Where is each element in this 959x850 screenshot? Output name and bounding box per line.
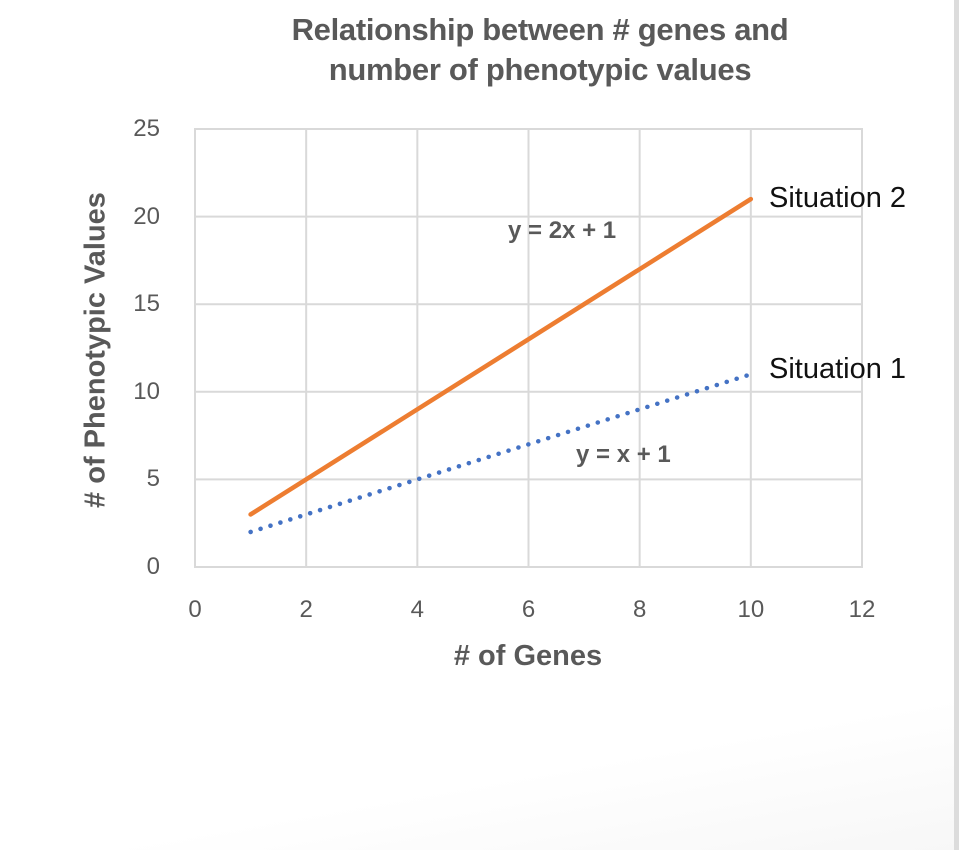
x-tick-label: 0 xyxy=(188,596,202,623)
situation-2-equation: y = 2x + 1 xyxy=(508,217,617,244)
chart-title-line-2: number of phenotypic values xyxy=(328,52,752,87)
y-tick-label: 20 xyxy=(133,202,160,230)
chart-title: Relationship between # genes and number … xyxy=(200,10,880,90)
x-tick-label: 6 xyxy=(521,596,536,623)
plot-border xyxy=(194,128,863,568)
y-tick-label: 0 xyxy=(146,553,160,580)
situation-1-equation: y = x + 1 xyxy=(576,441,671,468)
x-tick-label: 12 xyxy=(848,596,876,623)
right-edge-bar xyxy=(954,0,959,850)
situation-1-label: Situation 1 xyxy=(769,353,907,385)
y-tick-label: 15 xyxy=(133,290,160,318)
situation-1-line xyxy=(248,372,754,535)
y-tick-label: 25 xyxy=(133,115,160,142)
gridlines xyxy=(194,128,863,568)
x-tick-label: 2 xyxy=(299,596,313,623)
situation-2-line xyxy=(248,196,754,517)
y-tick-label: 5 xyxy=(146,465,160,493)
x-tick-label: 4 xyxy=(410,596,425,623)
chart-title-line-1: Relationship between # genes and xyxy=(291,12,789,47)
situation-2-label: Situation 2 xyxy=(769,182,907,214)
x-axis-label: # of Genes xyxy=(453,640,603,672)
x-tick-label: 8 xyxy=(632,596,647,623)
x-tick-label: 10 xyxy=(737,596,765,623)
y-tick-label: 10 xyxy=(133,377,160,405)
